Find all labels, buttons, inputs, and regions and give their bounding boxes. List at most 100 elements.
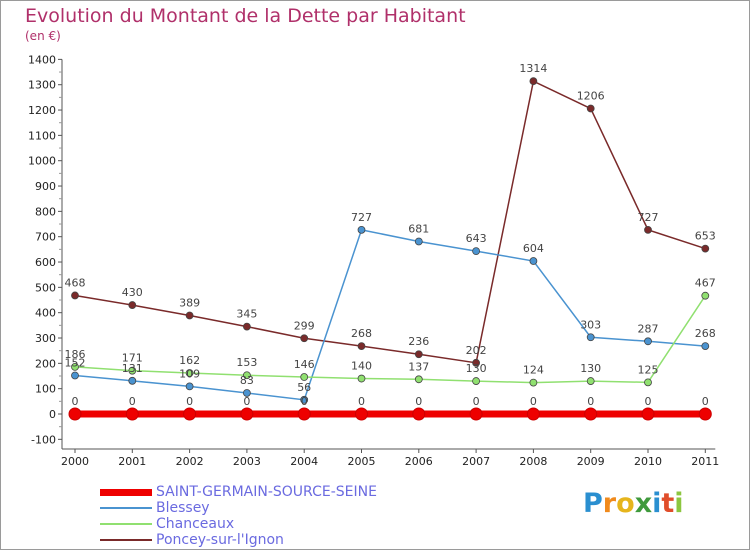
data-label: 0	[72, 395, 79, 408]
legend-label: Poncey-sur-l'Ignon	[156, 532, 284, 548]
data-label: 56	[297, 381, 311, 394]
data-label: 0	[129, 395, 136, 408]
data-point	[125, 407, 139, 421]
x-tick-label: 2000	[61, 455, 89, 468]
data-label: 0	[645, 395, 652, 408]
data-label: 468	[65, 276, 86, 289]
data-point	[644, 337, 652, 346]
y-tick-label: 900	[35, 180, 56, 193]
y-tick-label: 300	[35, 332, 56, 345]
data-point	[300, 334, 309, 343]
data-point	[472, 377, 481, 385]
data-label: 146	[294, 358, 315, 371]
data-label: 287	[638, 322, 659, 335]
data-label: 83	[240, 374, 254, 387]
y-tick-label: 1100	[28, 129, 56, 142]
x-tick-label: 2003	[233, 455, 261, 468]
logo-letter: r	[602, 488, 617, 519]
data-point	[529, 77, 538, 86]
y-tick-label: 700	[35, 231, 56, 244]
legend-swatch	[100, 488, 152, 496]
data-label: 0	[473, 395, 480, 408]
data-label: 152	[65, 356, 86, 369]
data-label: 140	[351, 360, 372, 373]
data-label: 0	[415, 395, 422, 408]
x-tick-label: 2002	[176, 455, 204, 468]
data-label: 171	[122, 352, 143, 365]
data-label: 130	[580, 362, 601, 375]
x-tick-label: 2010	[634, 455, 662, 468]
data-label: 303	[580, 318, 601, 331]
data-label: 125	[638, 363, 659, 376]
logo-letter: t	[661, 488, 675, 519]
data-label: 153	[236, 356, 257, 369]
data-label: 137	[408, 360, 429, 373]
data-label: 299	[294, 319, 315, 332]
y-tick-label: 1200	[28, 104, 56, 117]
series-line	[74, 295, 706, 384]
y-tick-label: 600	[35, 256, 56, 269]
data-point	[529, 378, 538, 387]
data-point	[240, 407, 254, 421]
data-point	[355, 407, 368, 421]
data-label: 0	[702, 395, 709, 408]
data-label: 643	[466, 232, 487, 245]
logo-letter: P	[583, 488, 603, 519]
data-label: 0	[358, 395, 365, 408]
data-point	[469, 407, 483, 421]
data-point	[71, 362, 79, 371]
proxiti-logo: Proxiti	[583, 488, 684, 519]
data-point	[472, 358, 481, 367]
x-tick-label: 2005	[348, 455, 376, 468]
data-label: 681	[408, 223, 429, 236]
data-label: 1314	[519, 62, 547, 75]
data-point	[300, 395, 309, 404]
legend-item: Blessey	[100, 500, 377, 516]
data-point	[701, 342, 710, 351]
data-point	[644, 225, 652, 234]
data-point	[185, 311, 194, 320]
data-point	[586, 333, 595, 342]
legend-swatch	[100, 539, 152, 541]
legend: SAINT-GERMAIN-SOURCE-SEINE Blessey Chanc…	[100, 484, 377, 548]
data-point	[357, 374, 366, 383]
data-point	[357, 342, 366, 351]
logo-letter: x	[634, 488, 653, 519]
data-point	[297, 407, 311, 421]
data-label: 268	[695, 327, 716, 340]
y-tick-label: 1300	[28, 79, 56, 92]
data-point	[701, 244, 710, 253]
data-label: 0	[186, 395, 193, 408]
data-label: 0	[530, 395, 537, 408]
data-point	[641, 407, 655, 421]
data-point	[71, 371, 79, 380]
data-point	[185, 382, 194, 391]
x-tick-label: 2006	[405, 455, 433, 468]
data-point	[242, 322, 251, 331]
data-point	[529, 257, 538, 265]
data-label: 131	[122, 362, 143, 375]
data-point	[584, 407, 598, 421]
data-label: 130	[466, 362, 487, 375]
data-point	[242, 389, 251, 397]
legend-label: Blessey	[156, 500, 210, 516]
x-tick-label: 2007	[462, 455, 490, 468]
data-label: 268	[351, 327, 372, 340]
data-label: 653	[695, 230, 716, 243]
data-point	[357, 225, 366, 234]
data-point	[586, 104, 595, 113]
data-label: 186	[65, 348, 86, 361]
data-label: 345	[236, 308, 257, 321]
data-point	[242, 371, 251, 380]
y-tick-label: 500	[35, 281, 56, 294]
y-tick-label: -100	[31, 433, 56, 446]
data-label: 727	[638, 211, 659, 224]
x-tick-label: 2009	[577, 455, 605, 468]
legend-item: Chanceaux	[100, 516, 377, 532]
data-point	[414, 375, 423, 384]
data-label: 202	[466, 344, 487, 357]
data-point	[183, 407, 197, 421]
data-point	[128, 301, 137, 309]
